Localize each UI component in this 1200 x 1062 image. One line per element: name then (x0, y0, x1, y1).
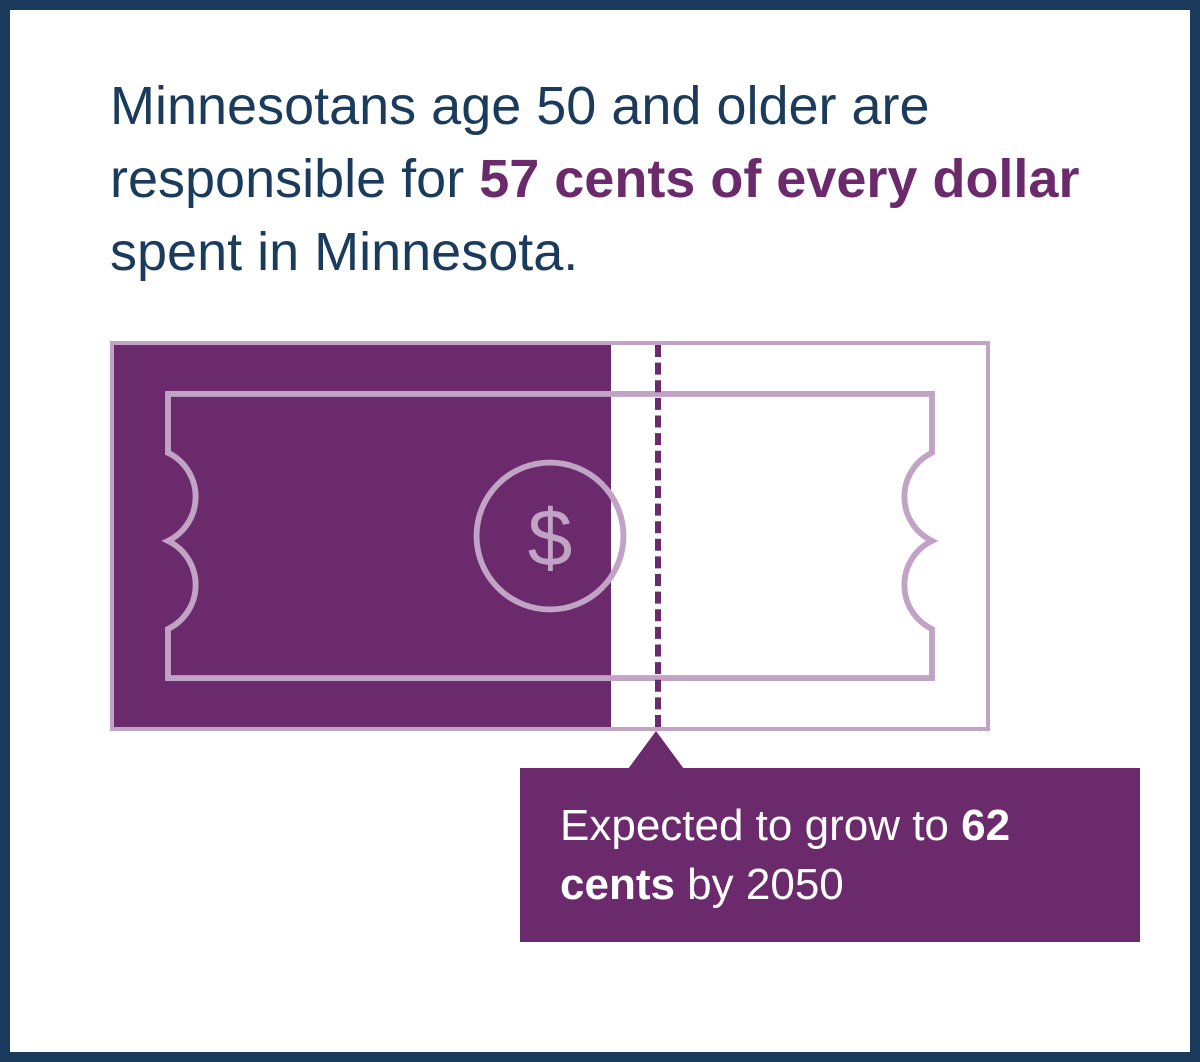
callout-after: by 2050 (675, 860, 844, 909)
bill-inner-svg: $ (114, 345, 986, 727)
bill-outer-border: $ (110, 341, 990, 731)
heading-highlight: 57 cents of every dollar (479, 149, 1079, 209)
dollar-bill-graphic: $ Expected to grow to 62 cents by 2050 (110, 341, 990, 731)
callout-box: Expected to grow to 62 cents by 2050 (520, 768, 1140, 943)
infographic-container: Minnesotans age 50 and older are respons… (0, 0, 1200, 1062)
callout-arrow-icon (628, 731, 684, 769)
callout-wrapper: Expected to grow to 62 cents by 2050 (110, 731, 1140, 943)
main-heading: Minnesotans age 50 and older are respons… (110, 70, 1090, 289)
projection-dashed-line (655, 345, 661, 727)
dollar-sign-icon: $ (528, 493, 573, 583)
callout-before: Expected to grow to (560, 801, 961, 850)
heading-after: spent in Minnesota. (110, 222, 578, 282)
